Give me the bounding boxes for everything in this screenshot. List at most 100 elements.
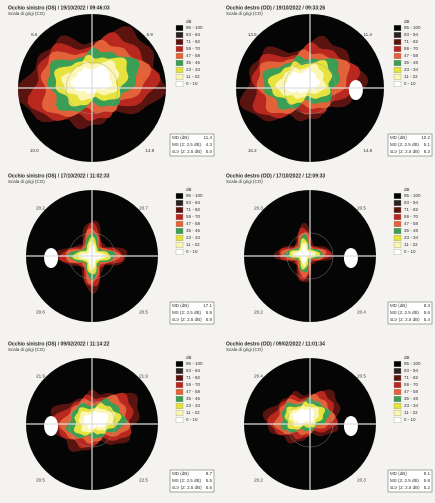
legend-swatch bbox=[394, 368, 401, 374]
corner-value: 16.2 bbox=[248, 148, 257, 153]
legend-label: 47 - 58 bbox=[186, 221, 201, 226]
stats-label: MD (dB) bbox=[390, 303, 407, 308]
legend-swatch bbox=[394, 235, 401, 241]
panel-subtitle: Scala di grigi (CO) bbox=[226, 347, 263, 352]
stats-value: 5.8 bbox=[424, 478, 431, 483]
legend-label: 83 - 94 bbox=[186, 32, 201, 37]
legend-label: 47 - 58 bbox=[404, 389, 419, 394]
legend-label: 35 - 46 bbox=[404, 60, 419, 65]
legend-swatch bbox=[176, 67, 183, 73]
corner-value: 20.3 bbox=[357, 477, 366, 482]
corner-value: 21.9 bbox=[36, 374, 45, 379]
legend-label: 47 - 58 bbox=[186, 53, 201, 58]
legend-unit: dB bbox=[186, 19, 192, 24]
legend-label: 59 - 70 bbox=[186, 214, 201, 219]
legend-swatch bbox=[176, 396, 183, 402]
legend-label: 0 - 10 bbox=[404, 249, 416, 254]
legend-swatch bbox=[394, 382, 401, 388]
corner-value: 20.4 bbox=[254, 374, 263, 379]
legend-swatch bbox=[394, 361, 401, 367]
corner-value: 20.5 bbox=[357, 206, 366, 211]
legend-swatch bbox=[394, 228, 401, 234]
legend-label: 47 - 58 bbox=[186, 389, 201, 394]
legend-swatch bbox=[176, 228, 183, 234]
legend-label: 83 - 94 bbox=[404, 368, 419, 373]
legend-label: 11 - 22 bbox=[404, 74, 418, 79]
legend-swatch bbox=[394, 67, 401, 73]
legend-swatch bbox=[176, 410, 183, 416]
optic-disc bbox=[344, 248, 358, 268]
corner-value: 10.0 bbox=[30, 148, 39, 153]
legend-swatch bbox=[394, 53, 401, 59]
legend-label: 35 - 46 bbox=[404, 396, 419, 401]
legend-label: 59 - 70 bbox=[404, 214, 419, 219]
legend-swatch bbox=[394, 396, 401, 402]
legend-label: 95 - 100 bbox=[404, 361, 421, 366]
legend-swatch bbox=[176, 74, 183, 80]
legend-swatch bbox=[176, 200, 183, 206]
stats-value: 6.3 bbox=[424, 149, 431, 154]
corner-value: 20.5 bbox=[36, 477, 45, 482]
legend-label: 71 - 82 bbox=[186, 39, 201, 44]
corner-value: 20.5 bbox=[139, 309, 148, 314]
legend-swatch bbox=[394, 410, 401, 416]
legend-swatch bbox=[176, 375, 183, 381]
stats-label: MS (2: 2.5 dB) bbox=[172, 310, 202, 315]
panel-subtitle: Scala di grigi (CO) bbox=[226, 179, 263, 184]
legend-label: 35 - 46 bbox=[404, 228, 419, 233]
stats-value: 17.1 bbox=[203, 303, 212, 308]
legend-swatch bbox=[394, 74, 401, 80]
stats-value: 4.3 bbox=[206, 142, 213, 147]
legend-swatch bbox=[394, 417, 401, 423]
legend-swatch bbox=[176, 60, 183, 66]
legend-swatch bbox=[394, 375, 401, 381]
legend-label: 11 - 22 bbox=[186, 242, 200, 247]
legend-swatch bbox=[394, 46, 401, 52]
legend-unit: dB bbox=[404, 19, 410, 24]
legend-swatch bbox=[394, 403, 401, 409]
stats-label: sLV (2: 2.5 dB) bbox=[172, 485, 202, 490]
legend-swatch bbox=[176, 382, 183, 388]
legend-label: 0 - 10 bbox=[404, 81, 416, 86]
corner-value: 6.9 bbox=[147, 32, 154, 37]
legend-label: 23 - 34 bbox=[186, 235, 201, 240]
stats-label: MD (dB) bbox=[390, 135, 407, 140]
stats-label: sLV (2: 2.5 dB) bbox=[390, 149, 420, 154]
legend-label: 23 - 34 bbox=[186, 67, 201, 72]
legend-label: 95 - 100 bbox=[404, 25, 421, 30]
legend-label: 95 - 100 bbox=[186, 361, 203, 366]
corner-value: 20.2 bbox=[36, 206, 45, 211]
legend-label: 59 - 70 bbox=[404, 46, 419, 51]
legend-label: 71 - 82 bbox=[186, 207, 201, 212]
panel-subtitle: Scala di grigi (CO) bbox=[226, 11, 263, 16]
legend-label: 83 - 94 bbox=[186, 368, 201, 373]
legend-swatch bbox=[394, 25, 401, 31]
legend-swatch bbox=[176, 81, 183, 87]
legend-swatch bbox=[176, 417, 183, 423]
legend-swatch bbox=[176, 221, 183, 227]
legend-label: 95 - 100 bbox=[186, 193, 203, 198]
stats-value: 5.1 bbox=[424, 142, 431, 147]
legend-label: 35 - 46 bbox=[186, 228, 201, 233]
stats-value: 8.7 bbox=[206, 471, 213, 476]
corner-value: 20.4 bbox=[357, 309, 366, 314]
panel-subtitle: Scala di grigi (CO) bbox=[8, 347, 45, 352]
legend-swatch bbox=[394, 389, 401, 395]
corner-value: 13.5 bbox=[248, 32, 257, 37]
stats-value: 5.0 bbox=[206, 149, 213, 154]
stats-value: 5.5 bbox=[206, 478, 213, 483]
legend-swatch bbox=[394, 207, 401, 213]
legend-swatch bbox=[394, 193, 401, 199]
legend-swatch bbox=[176, 39, 183, 45]
legend-swatch bbox=[176, 368, 183, 374]
legend-label: 35 - 46 bbox=[186, 396, 201, 401]
stats-label: MD (dB) bbox=[172, 135, 189, 140]
stats-value: 9.1 bbox=[424, 471, 431, 476]
stats-value: 8.3 bbox=[424, 303, 431, 308]
stats-label: MS (2: 2.5 dB) bbox=[390, 142, 420, 147]
legend-label: 95 - 100 bbox=[404, 193, 421, 198]
legend-swatch bbox=[176, 207, 183, 213]
optic-disc bbox=[44, 248, 58, 268]
panel-subtitle: Scala di grigi (CO) bbox=[8, 179, 45, 184]
corner-value: 14.6 bbox=[363, 148, 372, 153]
